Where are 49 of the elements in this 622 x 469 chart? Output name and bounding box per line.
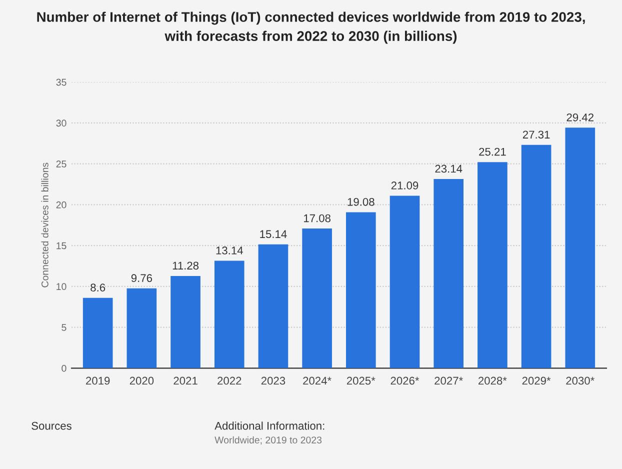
x-tick-label: 2027* — [434, 376, 463, 385]
y-tick-label: 15 — [56, 242, 66, 250]
data-label: 23.14 — [435, 164, 462, 173]
text: Sources — [32, 422, 72, 430]
data-label: 15.14 — [260, 230, 287, 238]
bar — [258, 244, 288, 368]
y-tick-label: 25 — [56, 160, 66, 168]
y-tick-label: 5 — [62, 324, 66, 331]
bar — [521, 144, 552, 368]
x-tick-label: 2028* — [478, 376, 507, 385]
bar — [565, 128, 596, 368]
x-tick-label: 2023 — [261, 376, 286, 385]
bar — [302, 228, 332, 368]
text: Worldwide; 2019 to 2023 — [214, 436, 322, 445]
x-tick-label: 2025* — [346, 376, 376, 385]
chart-title: Number of Internet of Things (IoT) connected devices worldwide from 2019 to 2023, with forecasts from 2022 to 2030 (in billions) — [37, 12, 585, 44]
bar — [390, 196, 420, 368]
bar — [170, 276, 200, 368]
data-label: 19.08 — [348, 198, 374, 206]
bar — [214, 260, 244, 368]
y-axis-title: Connected devices in billions — [41, 162, 48, 288]
bar — [126, 288, 157, 368]
x-tick-label: 2019 — [86, 376, 110, 385]
x-tick-label: 2022 — [218, 376, 242, 385]
text: Additional Information: — [214, 422, 324, 430]
data-label: 17.08 — [304, 214, 330, 222]
data-label: 29.42 — [566, 113, 594, 122]
y-tick-label: 35 — [56, 78, 66, 86]
x-tick-label: 2029* — [522, 376, 551, 385]
y-tick-label: 10 — [56, 283, 66, 290]
data-label: 11.28 — [172, 262, 199, 270]
data-label: 27.31 — [522, 130, 550, 139]
data-label: 8.6 — [90, 284, 106, 292]
y-tick-label: 20 — [56, 201, 66, 208]
y-tick-label: 0 — [62, 364, 66, 372]
bar — [478, 162, 508, 368]
data-label: 9.76 — [131, 274, 152, 282]
bar — [346, 212, 376, 368]
bar — [434, 179, 464, 368]
x-tick-label: 2024* — [303, 376, 332, 385]
x-tick-label: 2026* — [390, 376, 420, 385]
data-label: 13.14 — [216, 246, 243, 254]
x-tick-label: 2030* — [566, 376, 594, 385]
x-tick-label: 2021 — [174, 376, 198, 385]
data-label: 25.21 — [479, 148, 506, 156]
data-label: 21.09 — [391, 182, 418, 190]
bar — [82, 298, 113, 368]
y-tick-label: 30 — [56, 120, 66, 127]
x-tick-label: 2020 — [130, 376, 154, 385]
